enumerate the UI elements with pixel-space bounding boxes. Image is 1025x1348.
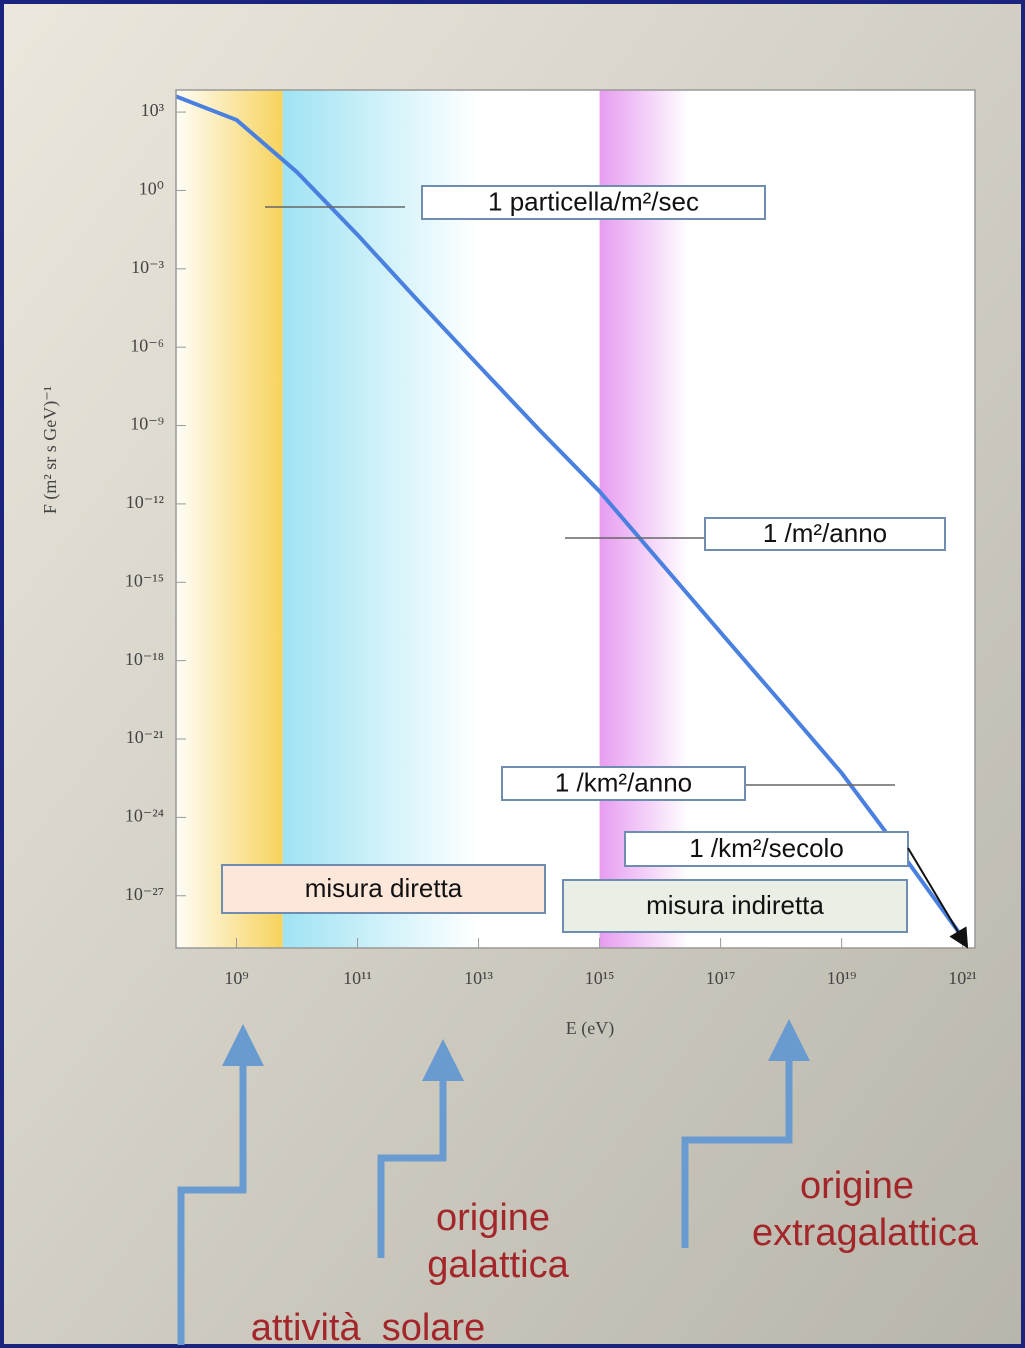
x-tick-label: 10¹³ [464,968,493,988]
caption: origine [436,1197,550,1239]
caption: attività solare [251,1307,485,1348]
annotation-box [421,185,766,220]
x-tick-label: 10¹⁵ [585,968,615,988]
caption: galattica [427,1244,569,1286]
x-tick-label: 10²¹ [948,968,977,988]
annotation-box [501,766,746,801]
y-tick-label: 10³ [141,100,165,120]
y-tick-label: 10⁻¹⁵ [125,570,164,590]
x-tick-label: 10¹¹ [343,968,372,988]
annotation: 1 /km²/secolo [689,833,844,863]
y-axis-label: F (m² sr s GeV)⁻¹ [40,386,61,514]
annotation-arrow [907,847,969,949]
annotation: misura diretta [305,873,463,903]
y-tick-label: 10⁻⁹ [130,414,164,434]
y-tick-label: 10⁻²¹ [126,727,164,747]
band [176,90,283,948]
arrow [377,1039,464,1258]
caption: extragalattica [752,1212,979,1254]
x-tick-label: 10¹⁹ [827,968,857,988]
annotation: misura indiretta [646,890,824,920]
x-axis-label: E (eV) [566,1018,614,1039]
y-tick-label: 10⁻³ [131,257,165,277]
y-tick-label: 10⁰ [139,179,164,199]
arrows [177,1019,810,1345]
band [599,90,689,948]
y-tick-label: 10⁻²⁷ [125,884,164,904]
y-tick-label: 10⁻¹⁸ [125,649,164,669]
plot-frame [175,89,976,949]
x-tick-label: 10⁹ [224,968,248,988]
band [282,90,479,948]
y-tick-label: 10⁻²⁴ [125,806,164,826]
arrow [681,1019,810,1248]
annotation: 1 particella/m²/sec [488,186,699,216]
spectrum-line [175,94,965,939]
annotation: 1 /m²/anno [763,518,887,548]
annotation-box [704,517,946,551]
annotation-box [562,879,908,933]
annotation-box [221,864,546,914]
x-tick-label: 10¹⁷ [706,968,736,988]
y-tick-label: 10⁻¹² [126,492,164,512]
annotation: 1 /km²/anno [555,767,692,797]
caption: origine [800,1165,914,1207]
arrow [177,1024,264,1345]
y-tick-label: 10⁻⁶ [130,335,164,355]
